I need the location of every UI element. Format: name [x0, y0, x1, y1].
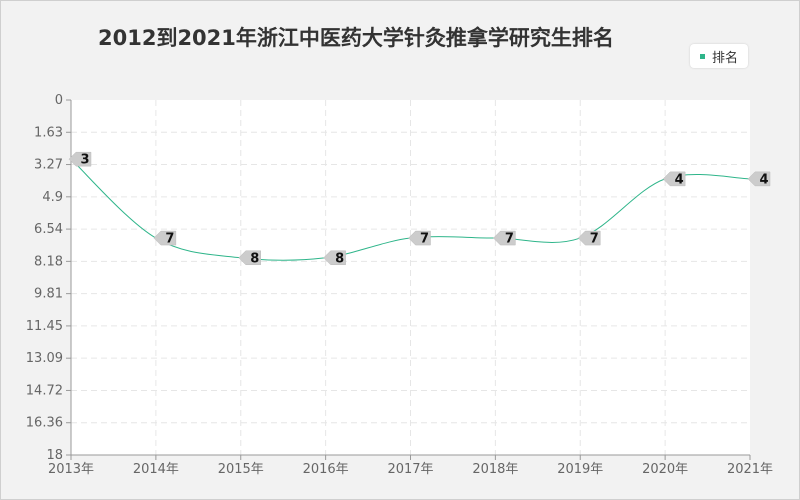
- x-tick-label: 2016年: [303, 462, 349, 477]
- data-label-tag: [238, 250, 261, 266]
- data-label: 8: [323, 250, 346, 266]
- x-tick-label: 2018年: [472, 462, 518, 477]
- legend-swatch: [700, 53, 705, 59]
- y-tick-label: 13.09: [26, 351, 63, 366]
- data-label: 3: [68, 151, 92, 168]
- y-tick-labels: 0 1.63 3.27 4.9 6.54 8.18 9.81 11.45 13.09 14.72 1…: [26, 93, 63, 463]
- data-label-tag: [408, 230, 431, 246]
- y-tick-label: 11.45: [26, 319, 63, 334]
- x-tick-label: 2013年: [48, 462, 94, 477]
- y-tick-label: 3.27: [34, 158, 63, 173]
- x-tick-label: 2021年: [727, 462, 773, 477]
- y-tick-label: 4.9: [42, 190, 63, 205]
- data-label-tag: [68, 151, 92, 167]
- chart-title: 2012到2021年浙江中医药大学针灸推拿学研究生排名: [98, 26, 614, 50]
- data-labels: 3 7 8 8 7 7 7 4 4: [68, 151, 771, 266]
- x-tick-label: 2017年: [387, 462, 433, 477]
- data-label-text: 7: [590, 232, 599, 247]
- data-label-text: 8: [335, 251, 344, 266]
- data-label-text: 7: [420, 232, 429, 247]
- data-label-tag: [153, 230, 177, 246]
- y-tick-label: 0: [55, 93, 63, 108]
- y-tick-label: 6.54: [34, 222, 63, 237]
- data-label-tag: [577, 230, 601, 246]
- data-label: 7: [493, 230, 516, 247]
- y-tick-label: 18: [46, 448, 63, 463]
- data-label-text: 4: [759, 172, 768, 187]
- data-label: 4: [747, 171, 771, 187]
- data-label-text: 4: [675, 172, 684, 187]
- y-tick-label: 14.72: [26, 383, 63, 398]
- data-label-tag: [493, 230, 516, 246]
- data-label: 7: [153, 230, 177, 247]
- data-label: 7: [577, 230, 601, 247]
- legend[interactable]: 排名: [690, 44, 749, 68]
- x-tick-label: 2019年: [557, 462, 603, 477]
- data-label: 8: [238, 250, 261, 266]
- data-label-text: 3: [80, 153, 89, 168]
- x-tick-label: 2014年: [133, 462, 179, 477]
- x-tick-label: 2020年: [642, 462, 688, 477]
- grid: [71, 100, 750, 455]
- data-label-text: 7: [505, 232, 514, 247]
- data-label-tag: [662, 171, 686, 187]
- data-label-tag: [323, 250, 346, 266]
- y-tick-label: 8.18: [34, 254, 63, 269]
- data-label: 7: [408, 230, 431, 247]
- y-tick-label: 9.81: [34, 287, 63, 302]
- data-label-text: 8: [250, 251, 259, 266]
- y-tick-label: 16.36: [26, 416, 63, 431]
- data-label: 4: [662, 171, 686, 187]
- x-tick-label: 2015年: [218, 462, 264, 477]
- data-label-tag: [747, 171, 771, 187]
- x-tick-labels: 2013年 2014年 2015年 2016年 2017年 2018年 2019年 2020年…: [48, 462, 773, 477]
- data-label-text: 7: [165, 232, 174, 247]
- y-tick-label: 1.63: [34, 125, 63, 140]
- legend-label: 排名: [712, 50, 739, 66]
